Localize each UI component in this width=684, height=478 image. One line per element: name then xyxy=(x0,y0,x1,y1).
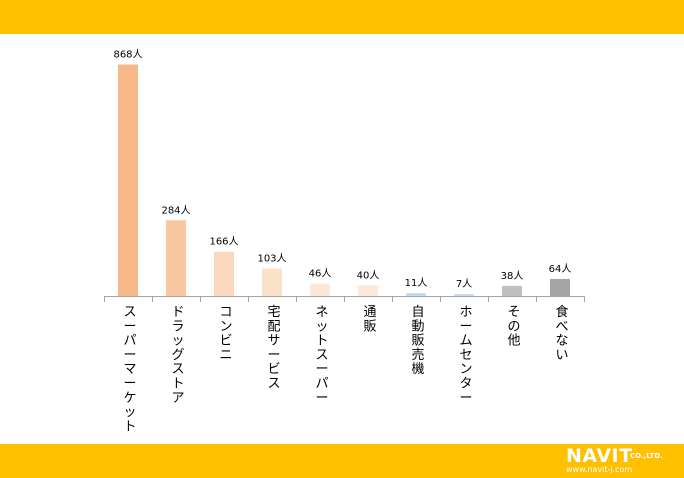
bar xyxy=(118,64,138,297)
navit-logo: NAVIT CO.,LTD. www.navit-j.com xyxy=(566,446,678,476)
bar xyxy=(550,278,570,296)
category-label: ホームセンター xyxy=(459,305,472,406)
data-label: 64人 xyxy=(549,263,572,275)
bar xyxy=(358,285,378,296)
category-label: その他 xyxy=(507,305,520,349)
top-banner xyxy=(0,0,684,34)
data-label: 7人 xyxy=(456,278,472,290)
logo-url-text: www.navit-j.com xyxy=(566,465,633,474)
category-label: 通販 xyxy=(363,305,376,334)
category-label: 食べない xyxy=(555,304,568,363)
logo-main-text: NAVIT xyxy=(566,445,633,467)
data-label: 166人 xyxy=(209,236,238,248)
bar xyxy=(454,294,474,296)
category-label: 自動販売機 xyxy=(411,305,424,377)
data-label: 103人 xyxy=(257,253,286,265)
data-label: 40人 xyxy=(357,269,380,281)
data-label: 46人 xyxy=(309,268,332,280)
bar xyxy=(406,293,426,296)
bar xyxy=(262,268,282,296)
bar xyxy=(310,283,330,296)
category-label: ドラッグストア xyxy=(171,305,184,406)
data-label: 284人 xyxy=(161,204,190,216)
category-label: ネットスーパー xyxy=(315,305,328,406)
category-label: スーパーマーケット xyxy=(123,305,136,434)
category-label: コンビニ xyxy=(219,305,232,363)
bar xyxy=(166,220,186,296)
bar xyxy=(214,251,234,296)
logo-suffix-text: CO.,LTD. xyxy=(630,452,663,460)
data-label: 38人 xyxy=(501,270,524,282)
bar xyxy=(502,285,522,296)
data-label: 11人 xyxy=(405,277,428,289)
data-label: 868人 xyxy=(113,49,142,61)
bottom-banner xyxy=(0,444,684,478)
category-label: 宅配サービス xyxy=(267,305,280,392)
